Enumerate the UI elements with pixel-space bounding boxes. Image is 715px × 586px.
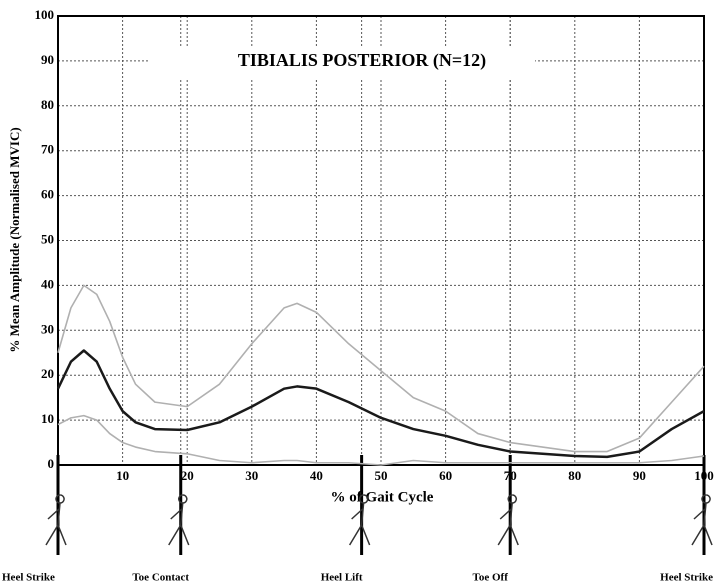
x-tick-label: 80 <box>568 468 581 483</box>
walking-figure-icon <box>348 494 371 546</box>
event-label: Toe Off <box>473 572 509 584</box>
y-axis-label: % Mean Amplitude (Normalised MVIC) <box>7 127 22 352</box>
y-tick-label: 80 <box>41 97 54 112</box>
chart-title: TIBIALIS POSTERIOR (N=12) <box>238 50 486 71</box>
walking-figure-icon <box>691 494 713 546</box>
y-tick-label: 70 <box>41 142 54 157</box>
series-line <box>56 349 705 459</box>
y-tick-label: 50 <box>41 231 54 246</box>
event-label: Heel Lift <box>321 572 363 584</box>
x-tick-label: 40 <box>310 468 323 483</box>
x-tick-label: 10 <box>116 468 129 483</box>
event-label: Heel Strike <box>2 572 55 584</box>
y-tick-label: 60 <box>41 187 54 202</box>
y-tick-label: 20 <box>41 366 54 381</box>
walking-figure-icon <box>168 494 190 546</box>
walking-figure-icon <box>497 494 519 546</box>
x-tick-label: 90 <box>633 468 646 483</box>
y-tick-label: 40 <box>41 276 54 291</box>
x-tick-label: 20 <box>181 468 194 483</box>
figure-outline <box>348 494 371 546</box>
x-tick-label: 60 <box>439 468 452 483</box>
y-tick-label: 90 <box>41 52 54 67</box>
y-tick-label: 0 <box>48 456 55 471</box>
series-line <box>57 414 705 466</box>
walking-figure-icon <box>45 494 67 546</box>
y-tick-label: 100 <box>35 7 55 22</box>
event-label: Toe Contact <box>132 572 189 584</box>
y-tick-label: 10 <box>41 411 54 426</box>
series-line <box>57 284 705 453</box>
figure-outline <box>45 494 67 546</box>
title-background <box>150 46 535 78</box>
x-axis-label: % of Gait Cycle <box>331 489 434 505</box>
figure-outline <box>168 494 190 546</box>
event-label: Heel Strike <box>660 572 713 584</box>
y-tick-label: 30 <box>41 321 54 336</box>
x-tick-label: 30 <box>245 468 258 483</box>
x-tick-label: 50 <box>375 468 388 483</box>
figure-outline <box>497 494 519 546</box>
figure-outline <box>691 494 713 546</box>
